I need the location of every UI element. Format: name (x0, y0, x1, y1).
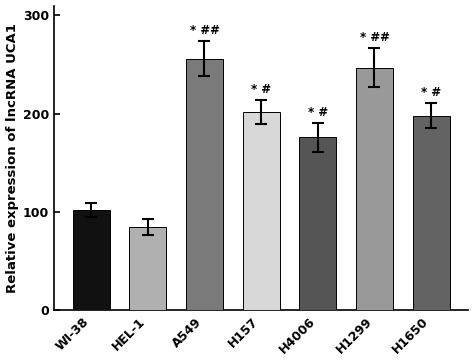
Text: * ##: * ## (190, 24, 219, 37)
Text: * #: * # (251, 83, 271, 96)
Text: * ##: * ## (360, 31, 390, 44)
Y-axis label: Relative expression of lncRNA UCA1: Relative expression of lncRNA UCA1 (6, 23, 18, 293)
Bar (413, 116, 450, 310)
Text: * #: * # (421, 86, 441, 99)
Bar (300, 137, 336, 310)
Bar (243, 112, 280, 310)
Text: * #: * # (308, 106, 328, 119)
Bar (73, 210, 109, 310)
Bar (356, 67, 393, 310)
Bar (186, 59, 223, 310)
Bar (129, 227, 166, 310)
